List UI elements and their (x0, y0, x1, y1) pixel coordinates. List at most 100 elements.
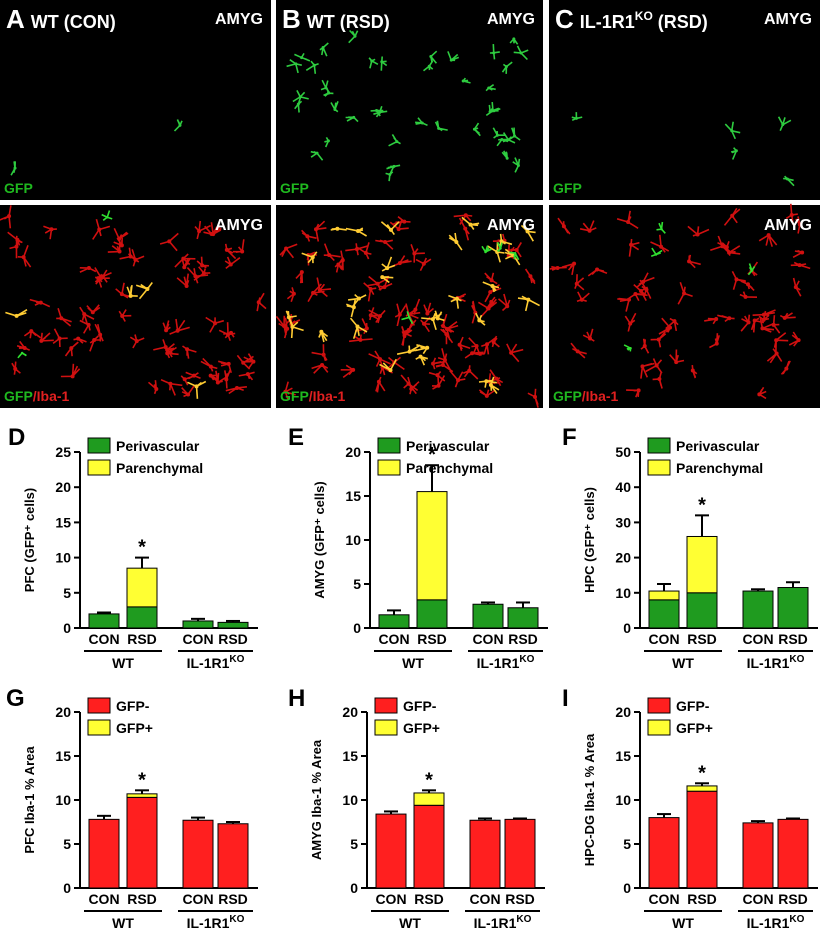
panel-letter: E (288, 424, 304, 451)
cell (79, 306, 95, 325)
x-tick-label: CON (648, 631, 679, 647)
text-part: (RSD) (653, 12, 708, 32)
cell-body (385, 266, 390, 271)
cell (348, 29, 359, 44)
cell (225, 386, 247, 395)
cell (388, 133, 401, 147)
cell-body (412, 251, 417, 256)
cell-body (513, 134, 517, 138)
bar-segment (686, 592, 718, 629)
cell-body (657, 377, 662, 382)
cell (709, 333, 720, 349)
cell (623, 344, 632, 352)
cell-body (29, 329, 34, 334)
cell (750, 317, 765, 333)
cell-body (500, 138, 504, 142)
cell-body (364, 326, 369, 331)
error-bar (97, 611, 111, 614)
cell (311, 364, 329, 374)
cell (410, 244, 425, 263)
text-part: WT (672, 655, 694, 671)
legend-swatch (647, 697, 671, 714)
text-part: B (282, 4, 301, 34)
cell-body (397, 312, 402, 317)
cell (772, 315, 781, 334)
cell-body (629, 346, 632, 350)
cell-body (774, 351, 779, 356)
cell (788, 331, 800, 347)
cell-body (489, 278, 494, 283)
cell (79, 319, 91, 334)
cell-body (184, 284, 189, 289)
cell (185, 371, 201, 380)
x-tick-label: RSD (417, 631, 447, 647)
cell (448, 232, 463, 251)
x-tick-label: CON (182, 631, 213, 647)
cell-body (355, 324, 360, 329)
text-part: IL-1R1 (580, 12, 635, 32)
cell (759, 318, 775, 333)
error-bar (481, 601, 495, 605)
cell (423, 60, 434, 72)
cell (378, 358, 393, 376)
cell-body (154, 387, 159, 392)
legend-swatch (647, 719, 671, 736)
cell-body (672, 319, 677, 324)
cell (10, 161, 16, 176)
cell (238, 371, 255, 381)
cell (415, 355, 429, 366)
cell (504, 248, 521, 266)
cell-body (572, 261, 577, 266)
cell-body (351, 367, 356, 372)
cell (215, 370, 227, 384)
cell (502, 132, 516, 144)
cell (17, 352, 27, 359)
panel-title: C IL-1R1KO (RSD) (555, 4, 708, 34)
cell-body (435, 316, 440, 321)
cell (506, 241, 522, 258)
cell (286, 287, 295, 302)
y-tick-label: 15 (615, 748, 631, 764)
legend-label: Perivascular (676, 438, 760, 454)
cell (345, 243, 369, 256)
micrograph (276, 205, 543, 408)
cell (492, 233, 506, 251)
cell (639, 279, 652, 299)
error-bar (751, 588, 765, 592)
cell (210, 222, 222, 235)
cell (319, 42, 329, 57)
cell-body (368, 313, 373, 318)
significance: * (425, 769, 433, 791)
cell-body (82, 312, 87, 317)
cell (381, 276, 394, 284)
cell-body (163, 345, 168, 350)
cell (89, 335, 101, 352)
cell (458, 217, 470, 241)
cell (724, 121, 741, 140)
legend-swatch (647, 459, 671, 476)
cell (628, 238, 640, 257)
cell (434, 120, 448, 132)
cell-body (714, 341, 719, 346)
cell (224, 369, 231, 389)
error-bar (751, 820, 765, 823)
error-bar (387, 609, 401, 615)
group-label: IL-1R1KO (477, 654, 535, 671)
cell (687, 225, 710, 237)
cell-body (519, 51, 523, 55)
cell (792, 249, 803, 259)
cell (224, 256, 241, 270)
cell-body (525, 229, 530, 234)
cell (635, 272, 655, 289)
cell-body (97, 227, 102, 232)
cell-body (175, 328, 180, 333)
cell-body (96, 276, 101, 281)
group-label: WT (112, 655, 134, 671)
y-tick-label: 30 (615, 514, 631, 530)
cell-body (7, 214, 12, 219)
cell (29, 298, 51, 308)
cell-body (407, 349, 412, 354)
cell-body (396, 227, 401, 232)
cell (396, 344, 421, 355)
cell (650, 247, 663, 257)
